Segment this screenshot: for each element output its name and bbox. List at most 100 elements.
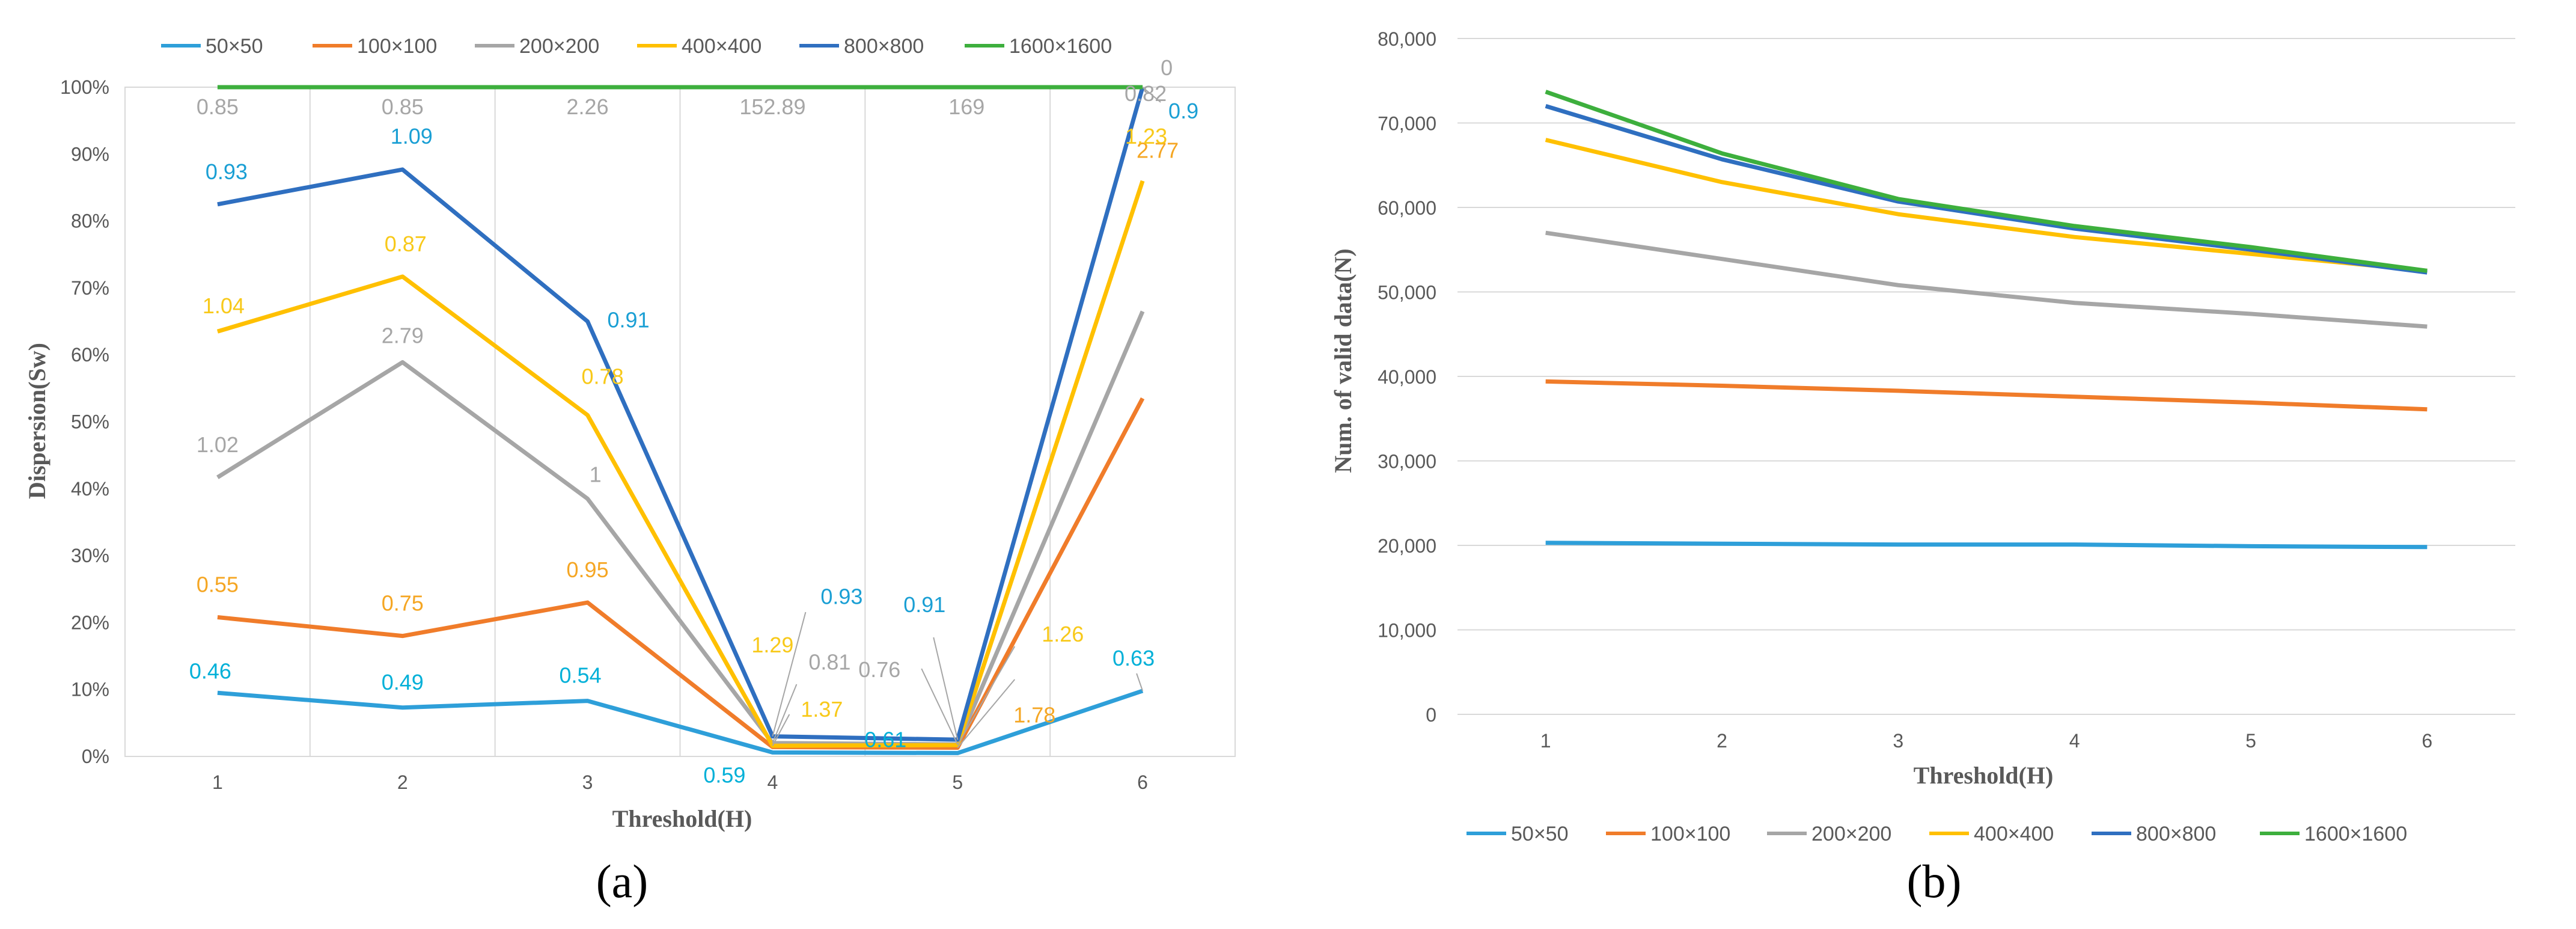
chart-a-ytick-label: 40% <box>71 478 109 500</box>
chart-a-leader-line <box>772 612 807 737</box>
chart-a-data-label-100-100: 0.95 <box>567 557 609 582</box>
chart-a-data-label-100-100: 2.77 <box>1137 138 1179 163</box>
chart-b-xtick-label: 1 <box>1540 730 1551 752</box>
chart-a-data-label-100-100: 0.75 <box>382 591 424 616</box>
chart-b-line-800-800 <box>1545 104 2428 275</box>
legend-label-a-50-50: 50×50 <box>206 35 263 58</box>
chart-a-data-label-200-200: 1.02 <box>197 432 239 457</box>
chart-a-line-100-100 <box>217 397 1145 750</box>
chart-a-leader-line <box>772 684 798 744</box>
chart-a-data-label-50-50: 0.63 <box>1113 646 1155 670</box>
chart-a-xtick-label: 6 <box>1137 771 1148 793</box>
chart-b-ytick-label: 10,000 <box>1378 620 1436 642</box>
chart-a-data-label-400-400: 1.04 <box>203 293 245 318</box>
chart-a-ytick-label: 20% <box>71 612 109 633</box>
legend-label-a-200-200: 200×200 <box>519 35 599 58</box>
legend-label-b-400-400: 400×400 <box>1974 823 2054 845</box>
chart-a-leader-line <box>772 714 790 746</box>
chart-a-dispersion: 0% 10% 20% 30% 40% 50% 60% 70% 80% 90% 100% 1 2 3 4 5 6 T… <box>23 35 1236 832</box>
chart-a-data-label-50-50: 0.49 <box>382 670 424 694</box>
chart-a-ytick-label: 80% <box>71 210 109 232</box>
chart-a-data-label-800-800: 0.93 <box>820 584 862 609</box>
chart-a-ytick-label: 30% <box>71 545 109 566</box>
chart-a-data-label-800-800: 0.91 <box>608 308 650 333</box>
chart-a-leader-line <box>957 646 1016 746</box>
chart-a-ytick-label: 60% <box>71 344 109 366</box>
chart-b-ytick-label: 80,000 <box>1378 28 1436 50</box>
chart-a-xaxis-title: Threshold(H) <box>612 805 752 832</box>
chart-b-valid-data: 0 10,000 20,000 30,000 40,000 50,000 60,000 70,… <box>1329 28 2515 845</box>
chart-a-data-label-200-200: 0.81 <box>808 650 850 675</box>
chart-a-xtick-label: 2 <box>397 771 408 793</box>
chart-a-data-label-400-400: 1.26 <box>1042 622 1084 646</box>
chart-a-data-label-50-50: 0.46 <box>189 658 231 683</box>
chart-b-yaxis-title: Num. of valid data(N) <box>1329 248 1357 473</box>
chart-a-data-label-1600-1600: 0.85 <box>197 94 239 119</box>
legend-label-a-800-800: 800×800 <box>844 35 924 58</box>
chart-a-line-400-400 <box>216 180 1145 748</box>
chart-a-ytick-label: 10% <box>71 679 109 701</box>
chart-b-ytick-label: 20,000 <box>1378 535 1436 557</box>
chart-b-ytick-label: 30,000 <box>1378 451 1436 473</box>
chart-a-line-50-50 <box>217 688 1144 755</box>
chart-a-data-label-800-800: 0.91 <box>903 592 945 617</box>
chart-a-yaxis-title: Dispersion(Sw) <box>23 343 50 499</box>
chart-a-data-label-1600-1600: 2.26 <box>567 94 609 119</box>
chart-b-line-400-400 <box>1545 138 2428 273</box>
chart-a-data-label-1600-1600: 0 <box>1161 55 1173 80</box>
chart-b-line-50-50 <box>1545 541 2428 550</box>
legend-label-a-1600-1600: 1600×1600 <box>1009 35 1112 58</box>
chart-b-xtick-label: 4 <box>2069 730 2080 752</box>
chart-b-ytick-label: 60,000 <box>1378 197 1436 219</box>
chart-a-ytick-label: 100% <box>60 76 109 98</box>
chart-a-data-label-400-400: 0.87 <box>385 231 427 256</box>
panel-label-a: (a) <box>596 855 649 907</box>
chart-a-data-label-400-400: 0.78 <box>582 364 624 388</box>
chart-b-ytick-label: 40,000 <box>1378 366 1436 388</box>
legend-label-a-100-100: 100×100 <box>357 35 437 58</box>
legend-label-b-100-100: 100×100 <box>1650 823 1730 845</box>
chart-b-ytick-label: 0 <box>1426 704 1436 726</box>
chart-b-xtick-label: 3 <box>1893 730 1903 752</box>
chart-a-leader-line <box>1142 87 1161 103</box>
chart-a-data-label-400-400: 1.37 <box>801 697 843 722</box>
chart-a-ytick-label: 50% <box>71 411 109 433</box>
panel-label-b: (b) <box>1907 855 1962 907</box>
chart-a-data-label-1600-1600: 169 <box>948 94 984 119</box>
chart-a-ytick-label: 70% <box>71 277 109 299</box>
chart-a-xtick-label: 3 <box>582 771 593 793</box>
chart-b-xtick-label: 6 <box>2422 730 2432 752</box>
chart-a-data-label-200-200: 2.79 <box>382 323 424 348</box>
chart-a-data-label-100-100: 0.55 <box>197 572 239 596</box>
chart-a-leader-line <box>921 668 959 745</box>
chart-a-ytick-label: 0% <box>82 746 109 767</box>
chart-b-line-100-100 <box>1545 379 2428 412</box>
chart-b-xaxis-title: Threshold(H) <box>1914 762 2054 789</box>
legend-label-b-800-800: 800×800 <box>2136 823 2216 845</box>
chart-b-xtick-label: 2 <box>1717 730 1727 752</box>
chart-a-leader-line <box>933 637 959 740</box>
chart-a-data-label-400x400-extra: 1.29 <box>751 633 793 657</box>
chart-a-data-label-1600-1600: 0.85 <box>382 94 424 119</box>
chart-a-leader-line <box>1136 673 1144 691</box>
chart-b-line-200-200 <box>1545 230 2428 329</box>
legend-label-a-400-400: 400×400 <box>682 35 762 58</box>
legend-label-b-200-200: 200×200 <box>1811 823 1891 845</box>
chart-a-data-label-200-200: 0.76 <box>858 657 900 682</box>
chart-b-ytick-label: 70,000 <box>1378 113 1436 135</box>
chart-a-data-label-50-50: 0.54 <box>560 663 602 688</box>
chart-a-data-label-200-200: 1 <box>590 462 602 486</box>
chart-b-line-1600-1600 <box>1545 90 2428 273</box>
chart-a-data-label-50-50: 0.61 <box>864 727 906 752</box>
chart-b-xtick-label: 5 <box>2245 730 2256 752</box>
chart-a-data-label-800-800: 1.09 <box>391 124 433 149</box>
chart-a-leader-line <box>957 679 1016 749</box>
legend-label-b-50-50: 50×50 <box>1511 823 1569 845</box>
chart-a-data-label-800-800: 0.9 <box>1168 99 1198 123</box>
chart-a-data-label-1600-1600: 152.89 <box>739 94 805 119</box>
chart-a-ytick-label: 90% <box>71 143 109 165</box>
chart-a-data-label-400-400: 1.23 <box>1125 124 1167 149</box>
chart-a-xtick-label: 4 <box>768 771 778 793</box>
chart-a-line-200-200 <box>216 310 1145 747</box>
chart-a-data-label-100-100: 1.78 <box>1013 703 1055 728</box>
